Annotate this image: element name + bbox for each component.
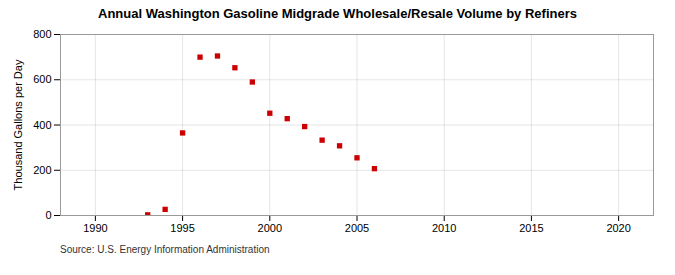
svg-text:1995: 1995 bbox=[170, 222, 194, 234]
html-text:Source: U.S. Energy Informatio: Source: U.S. Energy Information Administ… bbox=[60, 244, 270, 255]
svg-text:1990: 1990 bbox=[83, 222, 107, 234]
svg-text:600: 600 bbox=[33, 73, 51, 85]
svg-text:2015: 2015 bbox=[519, 222, 543, 234]
svg-text:2020: 2020 bbox=[606, 222, 630, 234]
svg-text:400: 400 bbox=[33, 119, 51, 131]
svg-text:Thousand Gallons per Day: Thousand Gallons per Day bbox=[12, 59, 24, 190]
svg-text:2000: 2000 bbox=[258, 222, 282, 234]
svg-text:2010: 2010 bbox=[432, 222, 456, 234]
svg-text:2005: 2005 bbox=[345, 222, 369, 234]
html-text:Annual Washington Gasoline Mid: Annual Washington Gasoline Midgrade Whol… bbox=[98, 6, 577, 21]
svg-text:0: 0 bbox=[45, 209, 51, 221]
svg-text:800: 800 bbox=[33, 28, 51, 40]
svg-text:200: 200 bbox=[33, 164, 51, 176]
